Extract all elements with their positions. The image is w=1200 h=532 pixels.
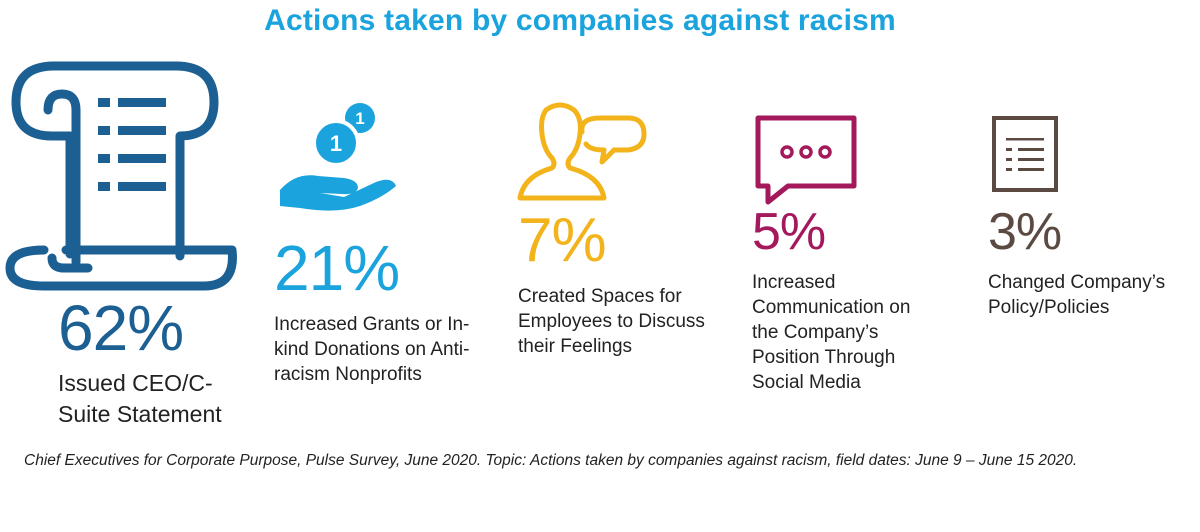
message-bubble-icon	[755, 115, 857, 205]
stat-label-created-spaces: Created Spaces for Employees to Discuss …	[518, 284, 738, 359]
label-line: kind Donations on Anti-	[274, 339, 470, 360]
stat-label-social-media: Increased Communication on the Company’s…	[752, 270, 972, 395]
label-line: Policy/Policies	[988, 297, 1110, 318]
document-icon	[992, 116, 1058, 192]
stat-value-policy: 3%	[988, 203, 1062, 261]
label-line: Increased	[752, 272, 836, 293]
label-line: racism Nonprofits	[274, 364, 422, 385]
label-line: Changed Company’s	[988, 272, 1166, 293]
label-line: Employees to Discuss	[518, 311, 705, 332]
chart-title: Actions taken by companies against racis…	[264, 4, 896, 37]
label-line: the Company’s	[752, 322, 879, 343]
stat-label-ceo-statement: Issued CEO/C- Suite Statement	[58, 368, 268, 430]
label-line: Increased Grants or In-	[274, 314, 470, 335]
svg-text:1: 1	[330, 131, 342, 156]
stat-value-grants: 21%	[274, 232, 400, 304]
label-line: their Feelings	[518, 336, 633, 357]
stat-value-social-media: 5%	[752, 203, 826, 261]
label-line: Created Spaces for	[518, 286, 682, 307]
scroll-icon	[5, 61, 237, 291]
label-line: Suite Statement	[58, 401, 222, 427]
footnote-source: Chief Executives for Corporate Purpose, …	[24, 452, 1078, 469]
label-line: Social Media	[752, 372, 861, 393]
label-line: Position Through	[752, 347, 896, 368]
label-line: Issued CEO/C-	[58, 370, 213, 396]
donation-hand-icon: 1 1	[280, 103, 396, 211]
label-line: Communication on	[752, 297, 911, 318]
svg-text:1: 1	[355, 109, 364, 128]
people-chat-icon	[517, 102, 647, 201]
stat-value-created-spaces: 7%	[518, 206, 607, 275]
stat-label-grants: Increased Grants or In- kind Donations o…	[274, 312, 514, 387]
stat-label-policy: Changed Company’s Policy/Policies	[988, 270, 1188, 320]
stat-value-ceo-statement: 62%	[58, 292, 184, 364]
